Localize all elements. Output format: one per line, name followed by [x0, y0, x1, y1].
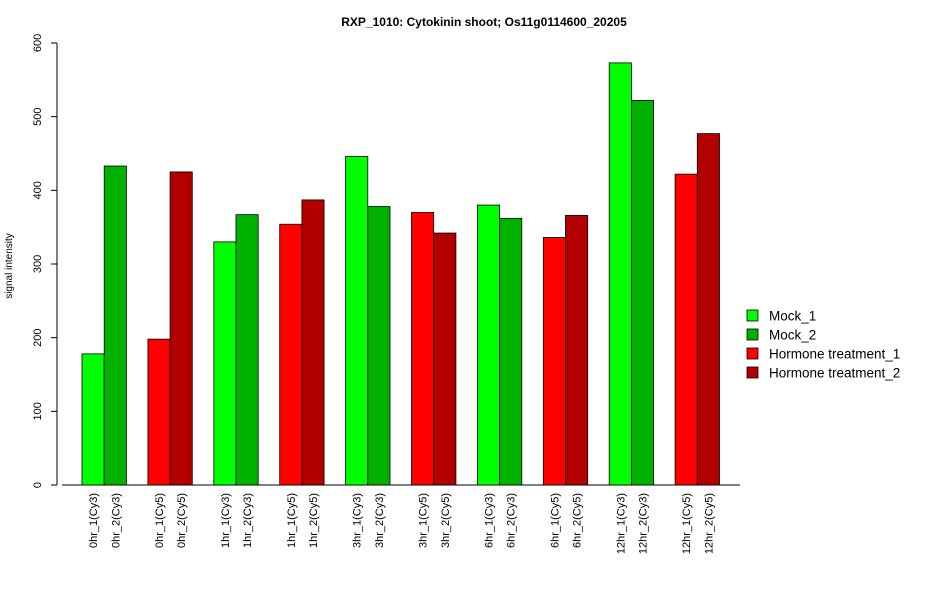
x-tick-labels: 0hr_1(Cy3) 0hr_2(Cy3) 0hr_1(Cy5) 0hr_2(Cy5)…	[88, 493, 715, 554]
x-tick-label: 6hr_1(Cy5)	[549, 493, 561, 548]
bar	[345, 156, 369, 486]
bar	[433, 232, 457, 486]
x-tick-label: 1hr_2(Cy5)	[308, 493, 320, 548]
bar	[81, 353, 105, 486]
y-axis-label: signal intensity	[4, 233, 15, 299]
x-tick-label: 0hr_1(Cy3)	[88, 493, 100, 548]
x-tick-label: 6hr_1(Cy3)	[484, 493, 496, 548]
x-tick-label: 1hr_1(Cy5)	[286, 493, 298, 548]
legend-label: Hormone treatment_2	[769, 366, 900, 381]
bar	[565, 214, 589, 486]
bar	[279, 223, 303, 486]
bar	[147, 338, 171, 486]
legend-swatch	[746, 328, 759, 341]
bar	[674, 173, 698, 486]
bar	[213, 241, 237, 486]
bar	[476, 204, 500, 486]
legend-label: Mock_2	[769, 328, 816, 343]
x-tick-label: 6hr_2(Cy3)	[506, 493, 518, 548]
bar	[411, 212, 435, 486]
legend: Mock_1 Mock_2 Hormone treatment_1 Hormone t…	[746, 309, 900, 381]
x-tick-label: 6hr_2(Cy5)	[572, 493, 584, 548]
bar	[542, 237, 566, 486]
bar	[499, 217, 523, 486]
legend-swatch	[746, 347, 759, 360]
chart-title: RXP_1010: Cytokinin shoot; Os11g0114600_…	[341, 15, 627, 29]
x-tick-label: 0hr_2(Cy3)	[110, 493, 122, 548]
bar	[367, 206, 391, 486]
legend-label: Mock_1	[769, 309, 816, 324]
x-tick-label: 3hr_1(Cy3)	[352, 493, 364, 548]
y-tick-label: 500	[32, 107, 44, 125]
x-tick-label: 12hr_1(Cy3)	[615, 493, 627, 554]
bar	[608, 62, 632, 486]
y-tick-label: 100	[32, 402, 44, 420]
x-tick-label: 3hr_2(Cy5)	[440, 493, 452, 548]
x-tick-label: 3hr_1(Cy5)	[418, 493, 430, 548]
x-tick-label: 3hr_2(Cy3)	[374, 493, 386, 548]
y-tick-label: 600	[32, 34, 44, 52]
x-tick-label: 0hr_2(Cy5)	[176, 493, 188, 548]
bar	[696, 133, 720, 486]
y-tick-label: 0	[32, 482, 44, 488]
legend-label: Hormone treatment_1	[769, 347, 900, 362]
bar	[301, 199, 325, 486]
bar	[235, 214, 259, 486]
y-tick-label: 200	[32, 328, 44, 346]
y-tick-label: 300	[32, 255, 44, 273]
x-tick-label: 1hr_1(Cy3)	[220, 493, 232, 548]
bars-group	[81, 62, 720, 486]
x-tick-label: 12hr_1(Cy5)	[681, 493, 693, 554]
y-axis: 0 100 200 300 400 500 600	[32, 34, 58, 488]
legend-swatch	[746, 366, 759, 379]
bar	[631, 100, 655, 486]
bar	[169, 171, 193, 486]
legend-swatch	[746, 309, 759, 322]
x-tick-label: 12hr_2(Cy3)	[638, 493, 650, 554]
bar	[103, 165, 127, 486]
x-tick-label: 12hr_2(Cy5)	[703, 493, 715, 554]
x-tick-label: 0hr_1(Cy5)	[154, 493, 166, 548]
x-tick-label: 1hr_2(Cy3)	[242, 493, 254, 548]
y-tick-label: 400	[32, 181, 44, 199]
